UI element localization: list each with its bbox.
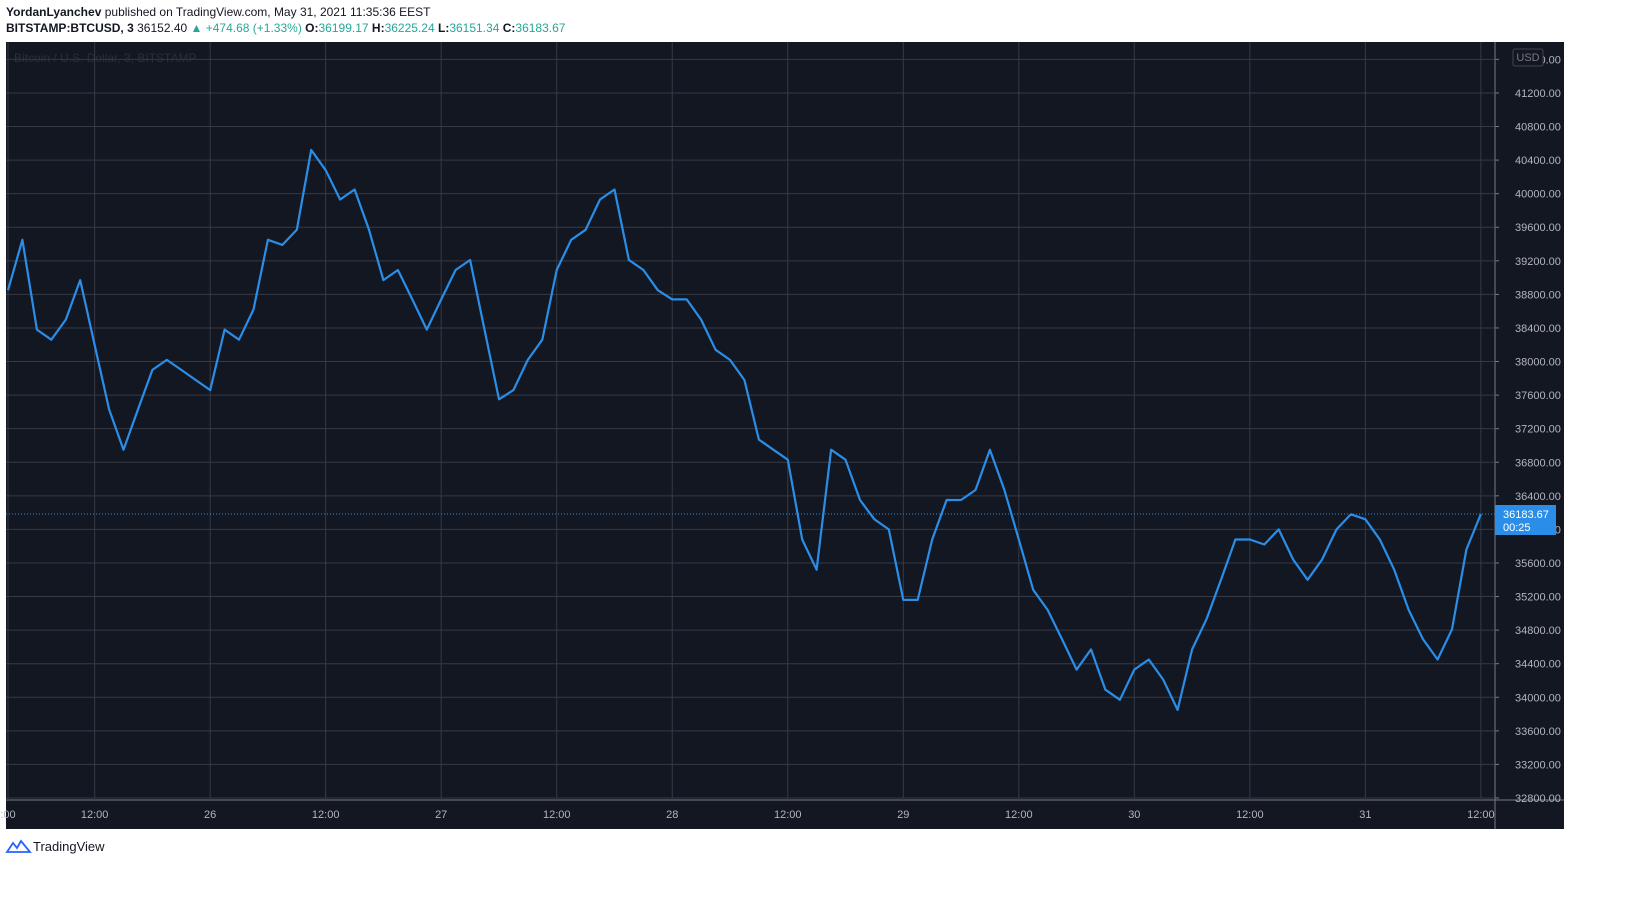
change: ▲ +474.68 (+1.33%) [190, 21, 302, 35]
y-tick-label: 38000.00 [1515, 357, 1561, 369]
price: 36152.40 [137, 21, 188, 35]
high: 36225.24 [384, 21, 435, 35]
y-tick-label: 33600.00 [1515, 726, 1561, 738]
open: 36199.17 [318, 21, 369, 35]
y-tick-label: 40800.00 [1515, 122, 1561, 134]
y-tick-label: 39200.00 [1515, 256, 1561, 268]
h-label: H: [371, 21, 385, 35]
y-tick-label: 38800.00 [1515, 289, 1561, 301]
y-tick-label: 40000.00 [1515, 189, 1561, 201]
x-tick-label: 12:00 [1467, 809, 1495, 821]
low: 36151.34 [449, 21, 500, 35]
currency: USD [1516, 52, 1539, 64]
y-tick-label: 37200.00 [1515, 424, 1561, 436]
x-tick-label: 12:00 [774, 809, 802, 821]
x-tick-label: 12:00 [1236, 809, 1264, 821]
price-line [6, 148, 1482, 711]
y-tick-label: 35600.00 [1515, 558, 1561, 570]
x-tick-label: 12:00 [81, 809, 109, 821]
x-tick-label: 28 [666, 809, 678, 821]
x-tick-label: 12:00 [312, 809, 340, 821]
logo [5, 839, 32, 853]
x-tick-label: :00 [0, 809, 15, 821]
l-label: L: [437, 21, 450, 35]
y-tick-label: 36800.00 [1515, 457, 1561, 469]
brand: TradingView [33, 839, 105, 854]
x-tick-label: 26 [204, 809, 216, 821]
close: 36183.67 [515, 21, 566, 35]
y-tick-label: 33200.00 [1515, 759, 1561, 771]
o-label: O: [305, 21, 319, 35]
c-label: C: [502, 21, 516, 35]
watermark: Bitcoin / U.S. Dollar, 3, BITSTAMP [14, 51, 197, 65]
y-tick-label: 35200.00 [1515, 592, 1561, 604]
y-tick-label: 40400.00 [1515, 155, 1561, 167]
x-tick-label: 12:00 [543, 809, 571, 821]
y-tick-label: 34800.00 [1515, 625, 1561, 637]
y-tick-label: 39600.00 [1515, 222, 1561, 234]
currency-badge [1512, 48, 1544, 67]
chart-background [6, 42, 1564, 829]
y-tick-label: 37600.00 [1515, 390, 1561, 402]
countdown: 00:25 [1503, 522, 1531, 534]
symbol: BITSTAMP:BTCUSD, 3 [6, 21, 134, 35]
price-tag-value: 36183.67 [1503, 509, 1549, 521]
price-tag [1495, 504, 1556, 535]
y-tick-label: 36400.00 [1515, 491, 1561, 503]
y-tick-label: 32800.00 [1515, 793, 1561, 805]
y-tick-label: 34400.00 [1515, 659, 1561, 671]
y-tick-label: 41200.00 [1515, 88, 1561, 100]
y-tick-label: 38400.00 [1515, 323, 1561, 335]
author: YordanLyanchev [6, 5, 102, 19]
quote-line: BITSTAMP:BTCUSD, 3 36152.40 ▲ +474.68 (+… [6, 21, 565, 35]
x-tick-label: 27 [435, 809, 447, 821]
footer-logo [5, 839, 32, 853]
x-tick-label: 30 [1128, 809, 1140, 821]
y-tick-label: 34000.00 [1515, 692, 1561, 704]
x-tick-label: 31 [1359, 809, 1371, 821]
x-tick-label: 29 [897, 809, 909, 821]
published: published on TradingView.com, May 31, 20… [104, 5, 431, 19]
x-tick-label: 12:00 [1005, 809, 1033, 821]
publish-line: YordanLyanchev published on TradingView.… [6, 5, 430, 19]
